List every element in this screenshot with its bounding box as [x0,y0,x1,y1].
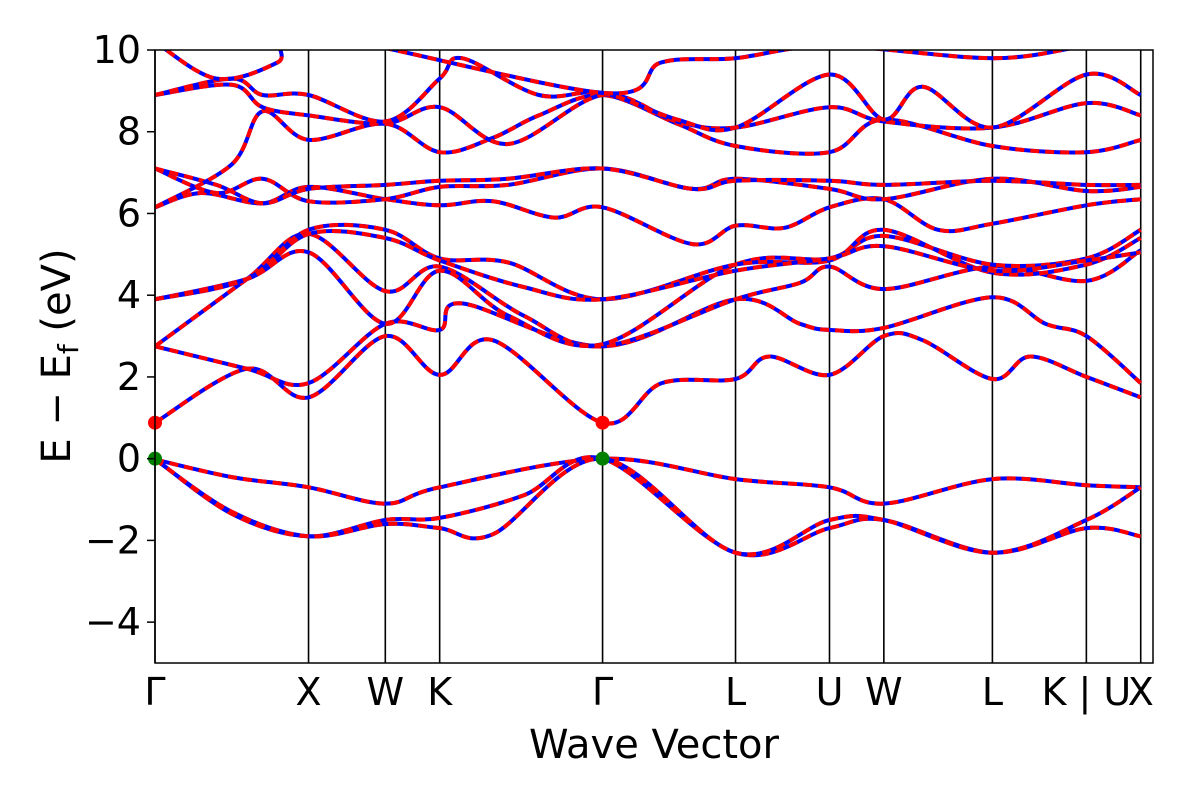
band-line-interpolated [155,456,1142,557]
band-line-interpolated [155,166,1141,206]
band-line-interpolated [155,184,1141,247]
x-tick-label: K [427,670,453,714]
x-tick-label: W [865,670,903,714]
y-tick-label: 6 [117,191,141,235]
y-tick-label: 0 [117,437,141,481]
band-line-interpolated [155,295,1143,388]
y-axis-ticks: −4 −2 0 2 4 6 8 10 [85,28,155,644]
y-tick-label: −2 [85,518,141,562]
band-lines [155,50,1143,558]
x-tick-label: K | U [1042,670,1132,715]
x-tick-label: W [367,670,405,714]
x-tick-label: L [982,670,1003,714]
y-tick-label: 2 [117,355,141,399]
band-line-interpolated [155,330,1142,426]
band-line-interpolated [155,228,1142,348]
band-line-interpolated [155,228,1142,302]
y-axis-label-subscript: f [52,343,85,354]
x-tick-label: X [1128,670,1154,714]
y-axis-label-unit: (eV) [34,248,80,344]
y-tick-label: 8 [117,110,141,154]
band-line-interpolated [155,55,1142,133]
x-tick-label: Γ [592,670,613,714]
y-tick-label: 4 [117,273,141,317]
band-line-interpolated [155,456,1141,506]
plot-area [155,50,1153,663]
y-tick-label: −4 [85,600,141,644]
plot-frame [154,49,1154,664]
band-line-interpolated [155,82,1142,147]
vbm-marker [595,451,610,466]
y-axis-label: E − Ef (eV) [34,248,85,463]
cbm-marker [595,415,610,430]
band-line-interpolated [155,92,1142,210]
y-tick-label: 10 [93,28,141,72]
x-axis-label: Wave Vector [529,722,780,768]
x-tick-label: U [816,670,844,714]
band-line-interpolated [163,50,1073,96]
x-tick-label: L [725,670,746,714]
x-tick-label: X [296,670,322,714]
x-tick-label: Γ [144,670,165,714]
y-axis-label-main: E − E [34,354,80,464]
